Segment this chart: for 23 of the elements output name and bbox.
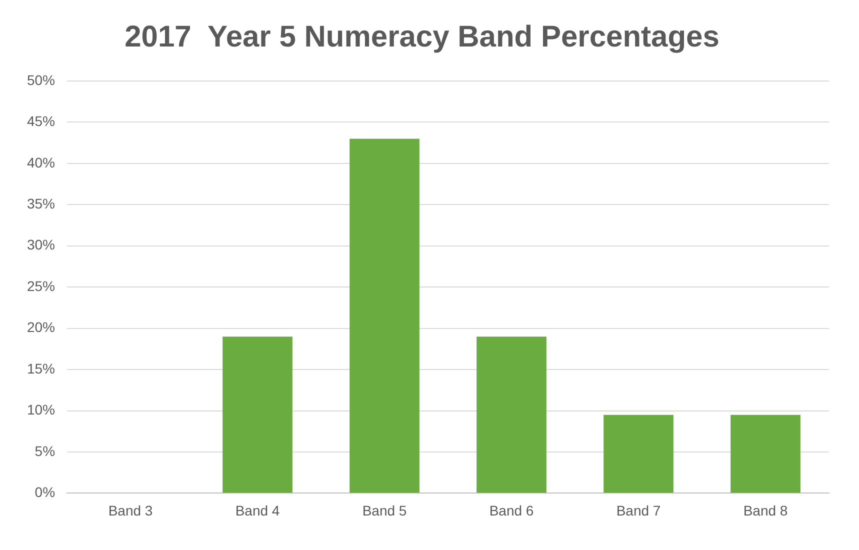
y-tick-label: 40%: [26, 154, 56, 170]
x-tick-label: Band 5: [362, 502, 407, 518]
chart-title: 2017 Year 5 Numeracy Band Percentages: [124, 20, 720, 54]
y-tick-label: 30%: [26, 236, 56, 253]
y-tick-label: 10%: [26, 402, 56, 418]
y-tick-label: 5%: [34, 442, 56, 459]
y-tick-label: 20%: [26, 319, 56, 336]
x-tick-label: Band 8: [743, 502, 788, 518]
bar: [476, 336, 546, 493]
x-tick-label: Band 3: [108, 502, 153, 518]
y-tick-label: 15%: [26, 360, 56, 376]
x-tick-label: Band 6: [489, 502, 534, 518]
bar: [350, 138, 420, 493]
bar: [222, 336, 292, 493]
bar: [604, 414, 674, 493]
x-tick-label: Band 4: [235, 502, 280, 518]
y-tick-label: 50%: [26, 72, 56, 88]
y-tick-label: 45%: [26, 113, 56, 130]
y-tick-label: 35%: [26, 196, 56, 212]
y-tick-label: 0%: [34, 484, 56, 500]
bar: [730, 414, 800, 493]
y-tick-label: 25%: [26, 278, 56, 294]
x-tick-label: Band 7: [616, 502, 661, 518]
